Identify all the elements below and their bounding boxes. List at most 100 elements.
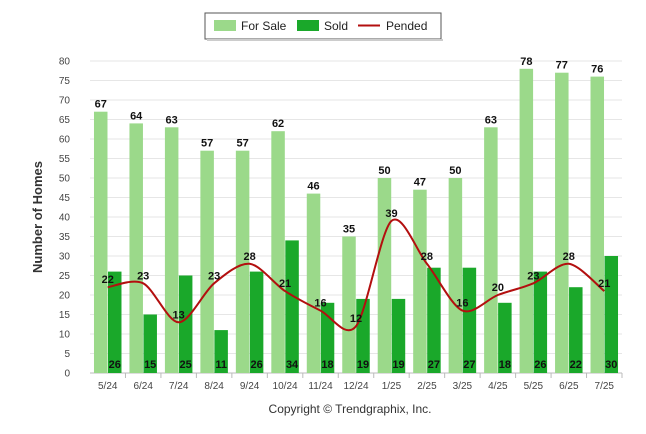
label-sold: 26 [109, 359, 121, 371]
label-sold: 11 [215, 359, 227, 371]
x-tick-label: 5/24 [98, 381, 118, 392]
y-tick-label: 25 [59, 271, 71, 282]
label-for-sale: 62 [272, 118, 284, 130]
label-pended: 23 [527, 270, 539, 282]
bar-sold [143, 314, 157, 373]
y-tick-label: 75 [59, 76, 71, 87]
label-pended: 23 [208, 270, 220, 282]
x-tick-label: 10/24 [273, 381, 298, 392]
bar-for-sale [448, 178, 463, 373]
label-for-sale: 76 [591, 64, 603, 76]
label-pended: 39 [385, 208, 397, 220]
bar-for-sale [519, 68, 534, 374]
bar-sold [533, 271, 548, 373]
bar-for-sale [306, 193, 321, 373]
y-tick-label: 70 [59, 96, 71, 107]
label-for-sale: 63 [485, 114, 497, 126]
y-tick-label: 65 [59, 115, 71, 126]
x-axis-ticks: 5/24 6/24 7/24 8/24 9/24 10/24 11/24 12/24 1/25 2… [98, 373, 623, 392]
bar-for-sale [235, 150, 250, 373]
y-tick-label: 55 [59, 154, 71, 165]
label-pended: 13 [173, 309, 185, 321]
x-tick-label: 11/24 [308, 381, 333, 392]
y-tick-label: 15 [59, 310, 71, 321]
label-sold: 25 [180, 359, 192, 371]
x-tick-label: 7/24 [169, 381, 189, 392]
x-tick-label: 1/25 [382, 381, 402, 392]
copyright-footer: Copyright © Trendgraphix, Inc. [269, 402, 432, 416]
label-pended: 16 [314, 298, 326, 310]
y-tick-label: 30 [59, 252, 71, 263]
legend-shadow [207, 39, 443, 41]
bar-sold [107, 271, 122, 373]
bar-sold [498, 302, 512, 373]
label-pended: 16 [456, 298, 468, 310]
label-for-sale: 50 [449, 165, 461, 177]
x-tick-label: 8/24 [204, 381, 224, 392]
label-for-sale: 57 [236, 138, 248, 150]
label-for-sale: 57 [201, 138, 213, 150]
bar-for-sale [590, 76, 605, 373]
gridlines [90, 60, 622, 374]
label-sold: 22 [570, 359, 582, 371]
label-for-sale: 67 [95, 99, 107, 111]
bar-sold [320, 302, 335, 373]
label-sold: 18 [321, 359, 333, 371]
bar-for-sale [129, 123, 143, 374]
label-sold: 27 [463, 359, 475, 371]
bar-sold [462, 267, 477, 373]
y-axis-title: Number of Homes [30, 161, 45, 273]
y-tick-label: 40 [59, 213, 71, 224]
bar-for-sale [164, 127, 179, 373]
bar-sold [427, 267, 441, 373]
data-labels: 67 26 64 15 63 25 57 11 57 26 62 34 46 18 35 19 50 19 47 27… [95, 56, 618, 371]
bar-for-sale [484, 127, 498, 373]
y-tick-label: 50 [59, 174, 71, 185]
label-sold: 26 [250, 359, 262, 371]
x-tick-label: 9/24 [240, 381, 260, 392]
label-for-sale: 63 [166, 114, 178, 126]
label-for-sale: 78 [520, 56, 532, 68]
bars [93, 68, 619, 374]
bar-for-sale [413, 189, 427, 373]
label-pended: 12 [350, 313, 362, 325]
bar-for-sale [342, 236, 356, 373]
legend-label-sold: Sold [324, 19, 348, 33]
label-pended: 28 [243, 251, 255, 263]
label-pended: 28 [421, 251, 433, 263]
y-tick-label: 60 [59, 135, 71, 146]
label-pended: 28 [563, 251, 575, 263]
label-pended: 21 [279, 278, 291, 290]
label-sold: 26 [534, 359, 546, 371]
bar-sold [285, 240, 299, 373]
x-tick-label: 6/25 [559, 381, 579, 392]
label-sold: 34 [286, 359, 299, 371]
bar-sold [604, 256, 619, 373]
bar-sold [391, 298, 406, 373]
label-sold: 18 [499, 359, 511, 371]
y-tick-label: 80 [59, 57, 71, 68]
legend-swatch-for-sale [214, 20, 236, 31]
x-tick-label: 2/25 [417, 381, 437, 392]
bar-for-sale [555, 72, 569, 373]
bar-for-sale [200, 150, 214, 373]
label-for-sale: 64 [130, 110, 143, 122]
x-tick-label: 7/25 [595, 381, 615, 392]
y-tick-label: 0 [64, 369, 70, 380]
label-for-sale: 47 [414, 177, 426, 189]
bar-for-sale [93, 111, 108, 373]
label-pended: 23 [137, 270, 149, 282]
y-tick-label: 5 [64, 349, 70, 360]
x-tick-label: 12/24 [343, 381, 368, 392]
x-tick-label: 6/24 [133, 381, 153, 392]
x-tick-label: 4/25 [488, 381, 508, 392]
y-tick-label: 45 [59, 193, 71, 204]
legend-swatch-sold [297, 20, 319, 31]
label-pended: 22 [102, 274, 114, 286]
label-pended: 21 [598, 278, 610, 290]
legend-label-for-sale: For Sale [241, 19, 287, 33]
label-sold: 19 [392, 359, 404, 371]
label-for-sale: 77 [556, 60, 568, 72]
label-sold: 15 [144, 359, 156, 371]
label-sold: 30 [605, 359, 617, 371]
